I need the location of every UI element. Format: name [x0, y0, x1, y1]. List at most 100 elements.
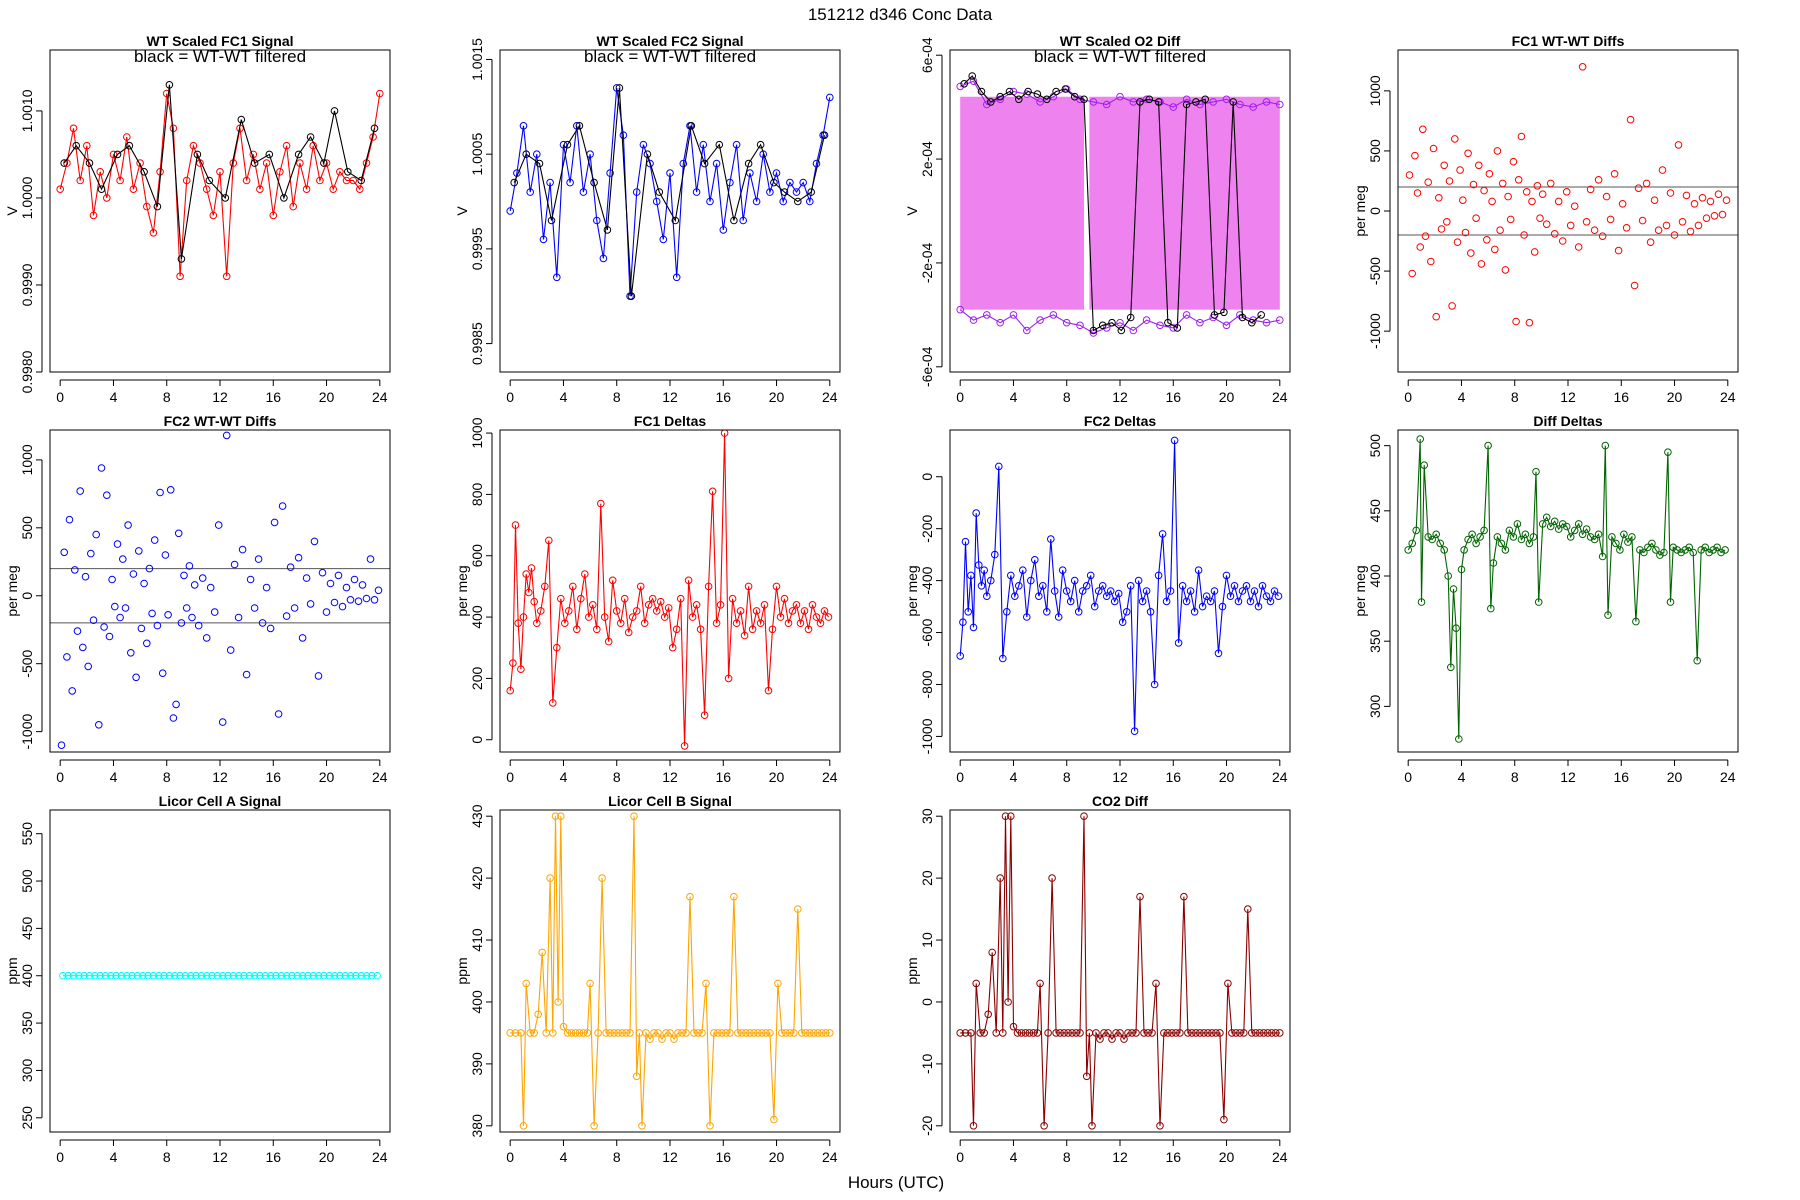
chart-4-series-1-point: [1435, 194, 1443, 202]
chart-6-ytick-label: 400: [469, 605, 485, 629]
chart-1-series-2-point: [330, 107, 339, 115]
chart-4-series-1-point: [1440, 161, 1448, 170]
chart-4-series-1-point: [1682, 191, 1691, 200]
chart-3-series-2-point: [1262, 318, 1271, 327]
chart-11-series-1-point: [1248, 1029, 1256, 1037]
chart-7-series-1-point: [999, 654, 1007, 663]
chart-2-series-1: [506, 84, 834, 301]
chart-2-series-1-point: [766, 188, 774, 196]
chart-5-ytick-label: 1000: [19, 444, 35, 475]
chart-5-series-1-point: [79, 643, 87, 652]
chart-5-xtick-label: 8: [163, 769, 171, 785]
chart-1-series-1-point: [329, 185, 338, 193]
chart-6-plot-area: [506, 430, 833, 750]
chart-2-series-1-point: [752, 197, 761, 206]
chart-6-ytick-label: 800: [469, 483, 485, 507]
chart-11-series-1-point: [1108, 1035, 1116, 1043]
chart-4-series-1-point: [1566, 221, 1575, 230]
chart-9-series-1-point: [293, 971, 302, 980]
chart-7-series-1-point: [1226, 592, 1235, 601]
chart-3-series-3-point: [1043, 95, 1051, 104]
chart-6-series-1-point: [704, 582, 713, 591]
chart-11-xtick-label: 12: [1112, 1149, 1128, 1165]
chart-6-series-1-point: [573, 625, 581, 634]
chart-4-series-1-point: [1520, 231, 1528, 239]
chart-9-series-1-point: [229, 971, 238, 980]
chart-1-xtick-label: 8: [163, 389, 171, 405]
chart-10-ytick-label: 400: [469, 990, 485, 1014]
chart-4-series-1-point: [1658, 166, 1667, 174]
chart-9-series-1-point: [266, 971, 275, 980]
chart-3-series-1-point: [1209, 98, 1217, 106]
chart-9-title: Licor Cell A Signal: [159, 793, 282, 809]
chart-6-series-1-point: [593, 625, 601, 634]
chart-8-series-1-point: [1517, 535, 1526, 544]
chart-3-series-3-point: [1173, 324, 1182, 332]
chart-7-series-1-point: [1178, 582, 1187, 590]
chart-2-series-1-point: [699, 140, 708, 149]
chart-1-series-1-point: [289, 202, 298, 211]
chart-8-series-1-point: [1416, 435, 1424, 443]
chart-9-series-1-point: [123, 971, 131, 980]
chart-7-series-1-point: [1210, 587, 1219, 595]
chart-7-series-1-point: [1074, 608, 1083, 616]
chart-5-series-1-point: [270, 518, 279, 527]
chart-2-series-2-line: [513, 87, 826, 297]
chart-4-series-1-point: [1718, 210, 1727, 219]
chart-2-series-1-point: [652, 197, 661, 206]
chart-3-title: WT Scaled O2 Diff: [1060, 33, 1181, 49]
chart-7-series-1-point: [1114, 589, 1123, 598]
chart-7-ylabel: per meg: [904, 565, 920, 616]
chart-3-series-3-point: [1024, 87, 1032, 96]
chart-11-plot-area: [956, 812, 1284, 1130]
chart-4-series-1-point: [1706, 197, 1715, 206]
chart-5-series-1-point: [318, 568, 327, 577]
chart-2-series-1-point: [666, 169, 674, 177]
chart-8-ytick-label: 300: [1367, 694, 1383, 718]
chart-5-series-1-point: [150, 536, 159, 544]
chart-3-series-2-line: [959, 309, 1280, 334]
chart-1-ylabel: V: [4, 206, 20, 216]
chart-4-series-1-point: [1445, 177, 1454, 185]
chart-9-series-1-point: [298, 971, 307, 980]
chart-4-series-1-point: [1467, 249, 1475, 257]
chart-8-plot-area: [1404, 435, 1729, 743]
chart-3-series-3-point: [1108, 318, 1116, 327]
chart-6-series-1-point: [816, 619, 825, 628]
chart-10-series-1-point: [738, 1029, 746, 1037]
chart-8-series-1-point: [1673, 546, 1681, 554]
chart-7-ytick-label: -600: [919, 618, 935, 646]
chart-8-series-1-point: [1534, 598, 1543, 606]
chart-11-series-1-point: [1172, 1029, 1180, 1037]
chart-1-series-2-point: [205, 176, 214, 185]
chart-11-series-1-point: [1112, 1029, 1120, 1037]
chart-5-series-1-point: [161, 551, 170, 559]
chart-4-series-1-point: [1461, 228, 1470, 237]
chart-4-series-1-point: [1710, 212, 1719, 220]
chart-6-series-1-point: [720, 430, 729, 437]
chart-10-series-1-point: [519, 1122, 528, 1130]
chart-10-series-1-point: [766, 1029, 774, 1037]
chart-10-series-1-point: [702, 979, 710, 988]
chart-3-series-3-point: [1154, 98, 1163, 106]
chart-4-series-1-point: [1421, 232, 1430, 240]
chart-5-series-1-point: [140, 579, 148, 588]
chart-5-series-1-point: [108, 575, 116, 584]
chart-8-series-1-point: [1677, 548, 1685, 557]
chart-6-series-1-point: [509, 659, 517, 667]
chart-4-ytick-label: 500: [1367, 139, 1383, 163]
chart-8-ytick-label: 400: [1367, 564, 1383, 588]
chart-2-series-2-point: [575, 122, 584, 130]
chart-10-series-1-point: [806, 1029, 814, 1037]
chart-6-series-1-line: [509, 433, 829, 746]
chart-9-series-1-point: [368, 971, 376, 980]
chart-4-series-1-point: [1630, 281, 1639, 290]
chart-5-series-1-point: [95, 721, 103, 729]
chart-6-series-1-point: [708, 487, 717, 496]
chart-11-series-1-point: [1144, 1029, 1152, 1037]
chart-2-series-1-point: [619, 131, 628, 139]
chart-2-series-1-point: [679, 159, 688, 168]
